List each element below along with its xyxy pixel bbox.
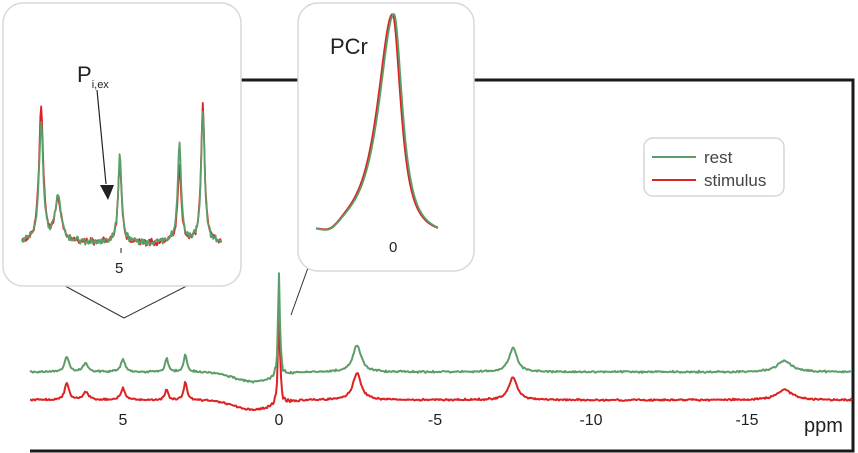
inset-pcr-region: PCr 0 [297, 2, 475, 272]
x-tick-label: 0 [275, 412, 284, 429]
x-tick-label: -10 [579, 412, 602, 429]
series-line-stimulus [29, 299, 853, 412]
x-tick-label: -5 [428, 412, 442, 429]
legend-box [643, 137, 785, 197]
legend: rest stimulus [643, 137, 785, 197]
inset-pi-line-rest [21, 110, 223, 246]
x-tick-labels: 5 0 -5 -10 -15 [119, 412, 759, 429]
x-tick-label: -15 [735, 412, 758, 429]
inset-pcr-box [297, 2, 475, 272]
inset-pcr-title: PCr [330, 34, 368, 59]
x-axis-unit: ppm [804, 415, 843, 437]
legend-label-stimulus: stimulus [704, 171, 766, 190]
inset-pi-box [2, 2, 242, 287]
legend-label-rest: rest [704, 148, 733, 167]
inset-pcr-tick-label: 0 [389, 239, 397, 256]
inset-pi-region: 5 Pi,ex [2, 2, 242, 287]
x-tick-label: 5 [119, 412, 128, 429]
pi-arrow-shaft [96, 89, 107, 185]
inset-pcr-line-rest [315, 13, 439, 231]
main-spectra [29, 272, 853, 412]
pi-arrow-head [100, 185, 114, 200]
pi-annotation: Pi,ex [77, 62, 109, 91]
series-line-rest [29, 272, 853, 384]
inset-pi-tick-label: 5 [115, 260, 123, 277]
